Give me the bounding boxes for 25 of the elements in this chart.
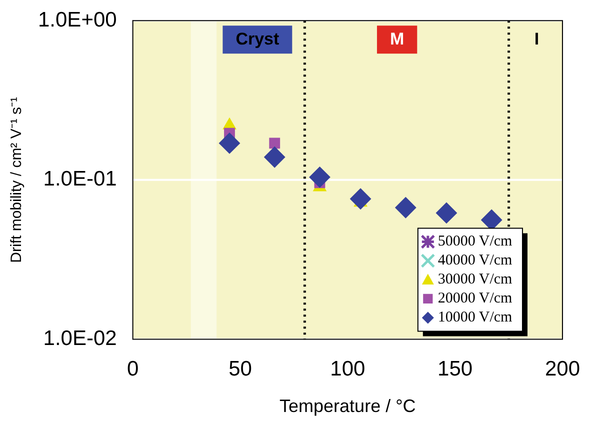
y-tick-label: 1.0E-02	[43, 326, 117, 350]
point	[350, 188, 372, 210]
y-tick-label: 1.0E+00	[38, 8, 117, 32]
x-tick-label: 150	[438, 358, 473, 381]
x-tick-label: 0	[126, 358, 139, 381]
annotation: I	[534, 29, 540, 48]
legend-label: 10000 V/cm	[438, 310, 513, 326]
point	[269, 138, 280, 149]
point	[395, 197, 416, 218]
x-axis-title: Temperature / °C	[280, 396, 416, 416]
point	[436, 202, 457, 224]
point	[218, 132, 240, 154]
y-axis-title: Drift mobility / cm² V⁻¹ s⁻¹	[8, 96, 26, 263]
legend-label: 30000 V/cm	[438, 272, 513, 288]
annotation: M	[390, 29, 404, 48]
legend-label: 20000 V/cm	[438, 290, 513, 307]
legend-label: 40000 V/cm	[438, 252, 513, 269]
x-tick-label: 200	[544, 358, 580, 381]
annotation: Cryst	[236, 29, 280, 48]
legend-label: 50000 V/cm	[438, 234, 513, 250]
y-tick-label: 1.0E-01	[43, 168, 117, 191]
point	[264, 146, 286, 168]
x-tick-label: 100	[330, 358, 366, 381]
x-tick-label: 50	[228, 358, 252, 381]
point	[309, 166, 330, 188]
